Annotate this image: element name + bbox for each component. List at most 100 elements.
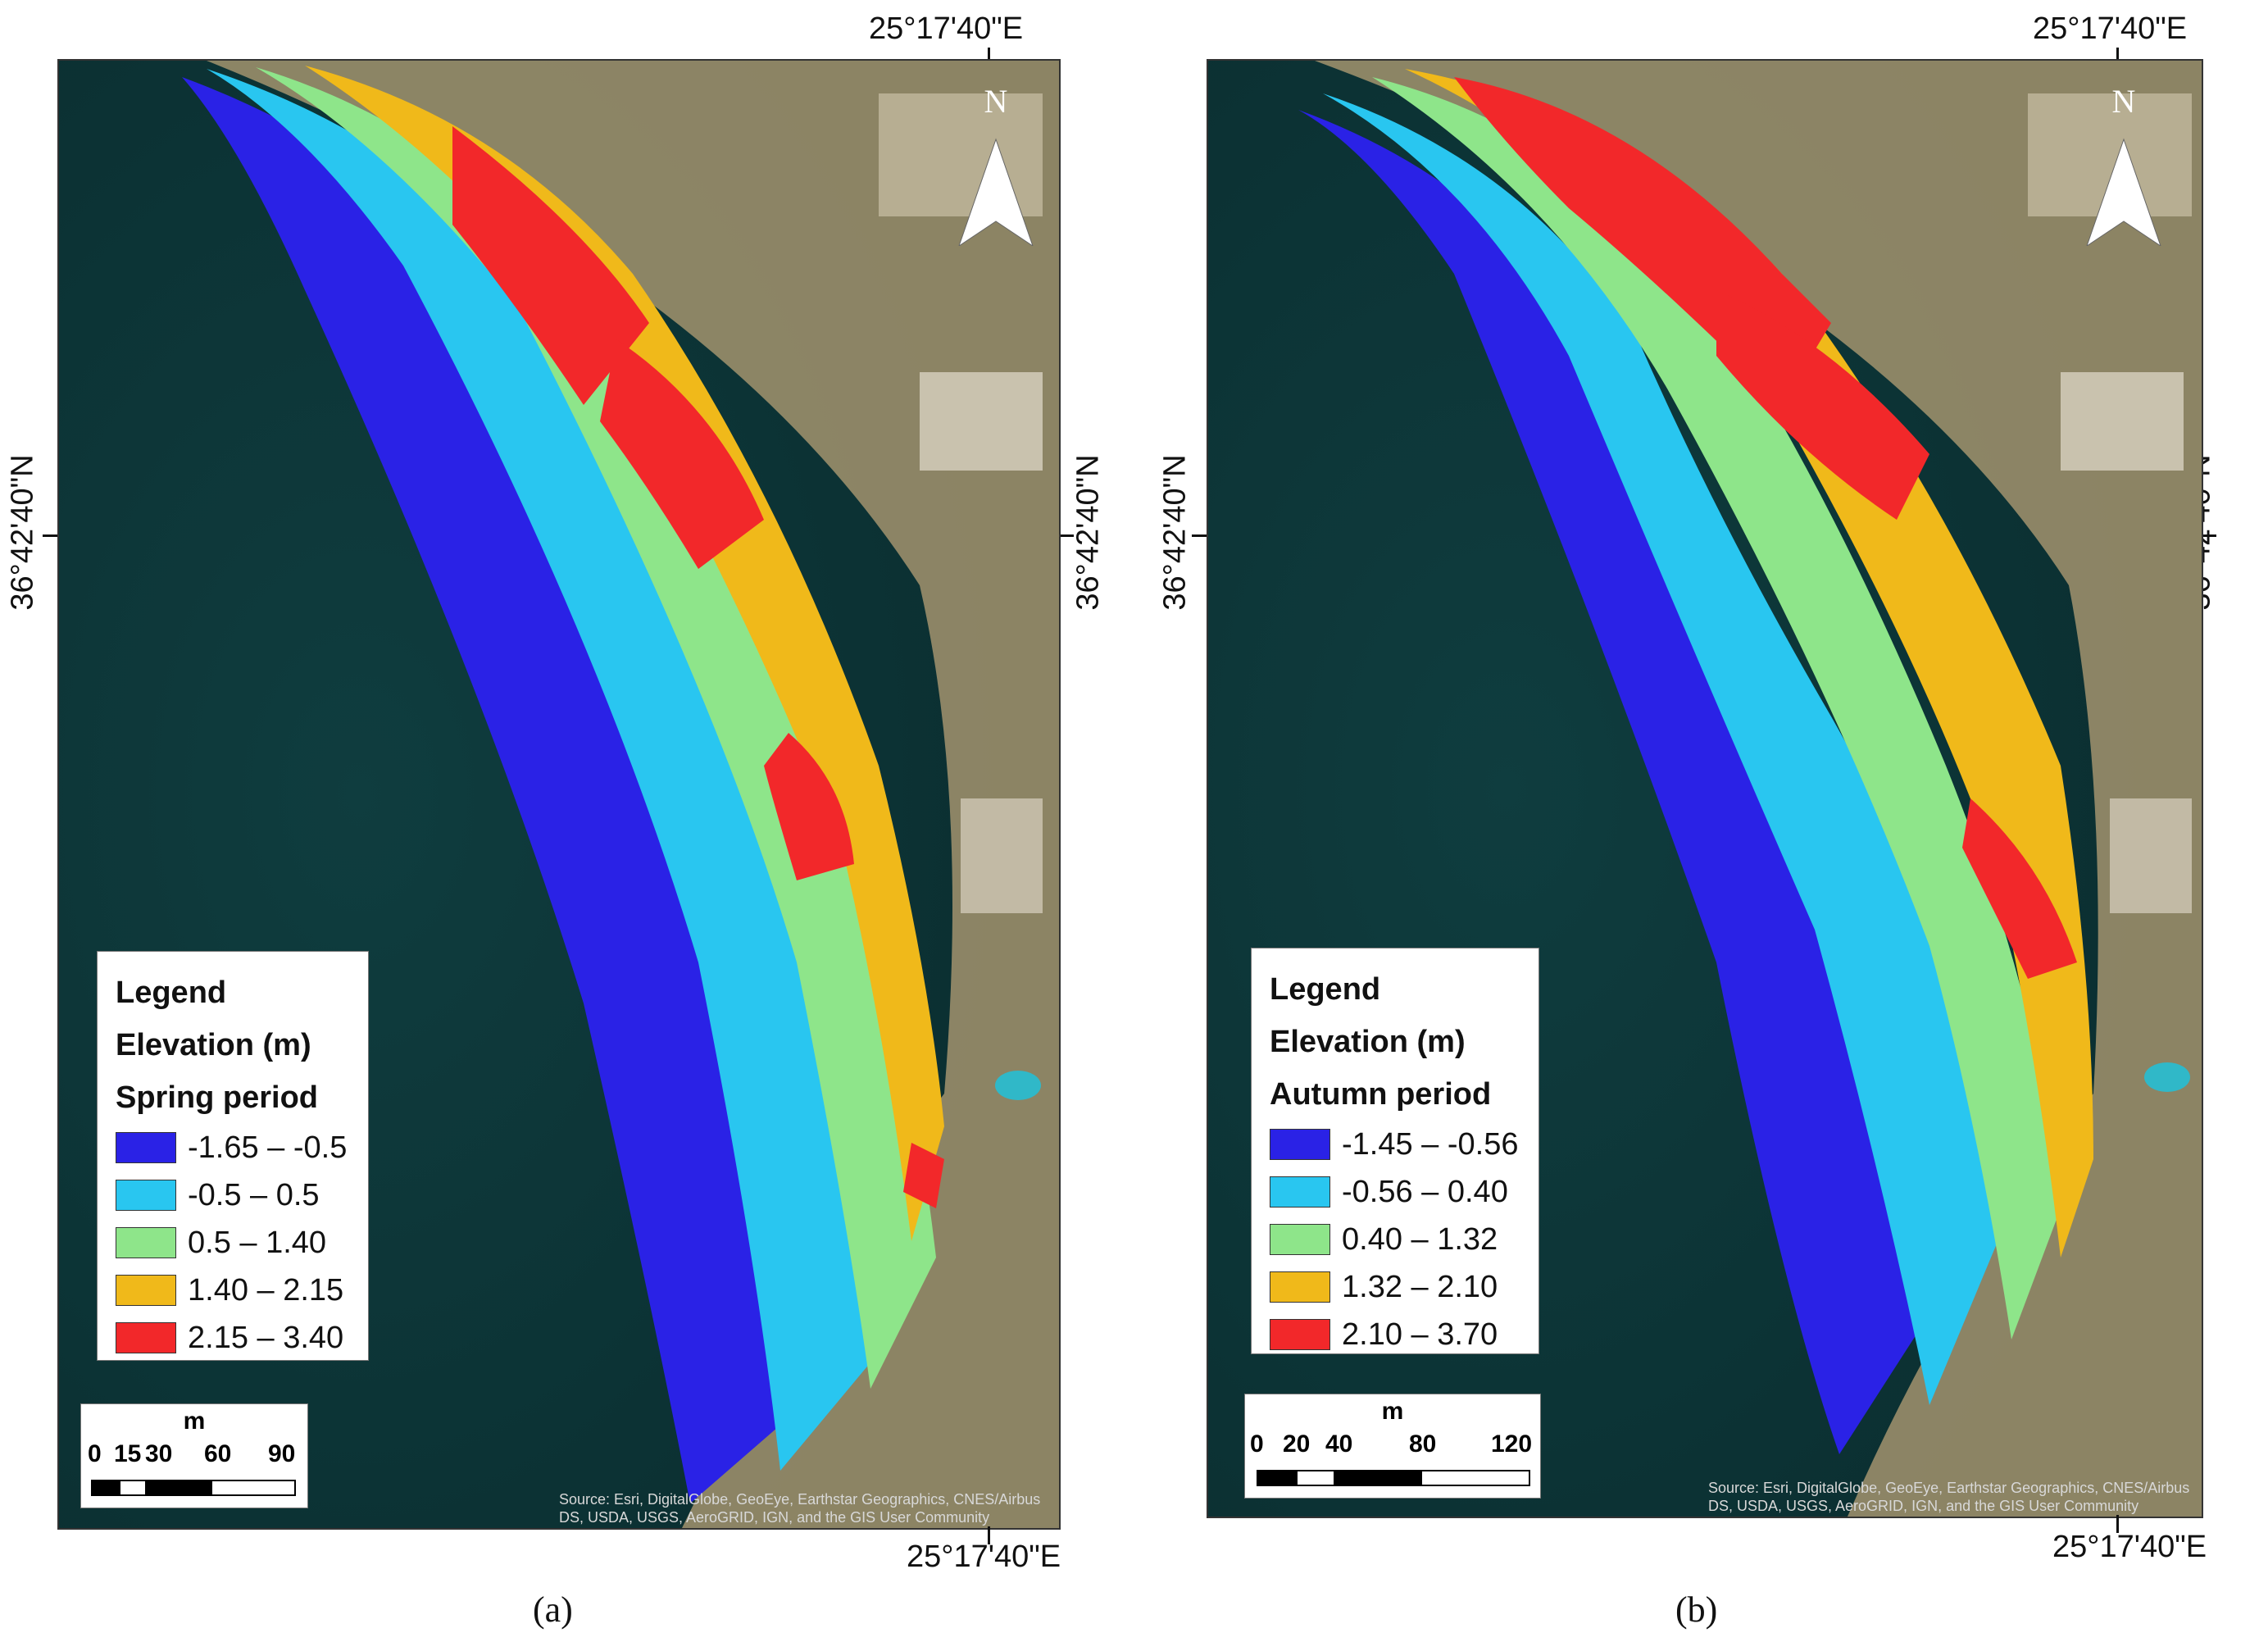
legend-row: -0.56 – 0.40 <box>1270 1168 1520 1216</box>
land <box>1315 61 2202 1517</box>
zone-deep <box>1298 110 1987 1454</box>
left-latitude-label: 36°42'40"N <box>5 454 40 611</box>
credit-line: Source: Esri, DigitalGlobe, GeoEye, Eart… <box>1708 1480 2190 1496</box>
legend-label: -0.5 – 0.5 <box>188 1177 320 1212</box>
left-latitude-label: 36°42'40"N <box>1157 454 1193 611</box>
elevation-map-a <box>59 61 1059 1528</box>
panel-caption-b: (b) <box>1675 1590 1718 1630</box>
scale-label: 30 <box>145 1440 173 1467</box>
right-latitude-label: 36°42'40"N <box>1070 454 1106 611</box>
scale-segment <box>1335 1470 1420 1486</box>
legend-label: 0.5 – 1.40 <box>188 1225 327 1260</box>
land <box>207 61 1059 1528</box>
zone-shallow <box>1323 93 2011 1405</box>
north-arrow-icon <box>2086 138 2161 248</box>
credit-line: DS, USDA, USGS, AeroGRID, IGN, and the G… <box>559 1509 990 1526</box>
legend-b: Legend Elevation (m) Autumn period -1.45… <box>1251 948 1539 1354</box>
credit-line: DS, USDA, USGS, AeroGRID, IGN, and the G… <box>1708 1498 2139 1514</box>
scale-bar-a: m 0 15 30 60 90 <box>80 1403 308 1508</box>
top-longitude-label: 25°17'40"E <box>2033 11 2188 46</box>
scale-segment <box>147 1480 211 1496</box>
scale-segment <box>119 1480 147 1496</box>
right-tick <box>1057 534 1074 537</box>
credit-line: Source: Esri, DigitalGlobe, GeoEye, Eart… <box>559 1491 1041 1508</box>
top-tick <box>2116 48 2119 66</box>
legend-row: -1.65 – -0.5 <box>116 1124 350 1171</box>
scale-label: 15 <box>114 1440 142 1467</box>
legend-row: -0.5 – 0.5 <box>116 1171 350 1219</box>
source-credit-b: Source: Esri, DigitalGlobe, GeoEye, Eart… <box>1708 1479 2189 1515</box>
building <box>2110 798 2192 913</box>
zone-high <box>452 126 649 405</box>
legend-row: 2.10 – 3.70 <box>1270 1311 1520 1358</box>
scale-segment <box>211 1480 296 1496</box>
scale-bar-b: m 0 20 40 80 120 <box>1244 1394 1541 1499</box>
left-tick <box>1192 534 1208 537</box>
scale-label: 90 <box>268 1440 296 1467</box>
scale-label: 80 <box>1409 1430 1437 1458</box>
scale-label: 40 <box>1325 1430 1353 1458</box>
swatch-4 <box>1270 1271 1330 1303</box>
scale-segment <box>1420 1470 1530 1486</box>
legend-period: Autumn period <box>1270 1077 1492 1112</box>
bottom-tick <box>988 1526 990 1544</box>
legend-subtitle: Elevation (m) <box>116 1028 311 1062</box>
legend-period: Spring period <box>116 1080 318 1115</box>
legend-row: 1.32 – 2.10 <box>1270 1263 1520 1311</box>
left-tick <box>43 534 59 537</box>
scale-label: 0 <box>1250 1430 1264 1458</box>
zone-high <box>600 339 764 569</box>
legend-label: 1.40 – 2.15 <box>188 1272 344 1308</box>
bottom-longitude-label: 25°17'40"E <box>2052 1530 2207 1564</box>
scale-segment <box>91 1480 119 1496</box>
scale-segment <box>1296 1470 1335 1486</box>
zone-deep <box>182 77 879 1503</box>
swatch-4 <box>116 1275 176 1306</box>
swatch-1 <box>116 1132 176 1163</box>
top-tick <box>988 48 990 66</box>
north-arrow: N <box>951 82 1041 248</box>
pool <box>2144 1062 2190 1092</box>
swatch-1 <box>1270 1129 1330 1160</box>
legend-label: 0.40 – 1.32 <box>1342 1221 1498 1257</box>
legend-row: 1.40 – 2.15 <box>116 1267 350 1314</box>
legend-title: Legend <box>1270 972 1381 1007</box>
legend-subtitle: Elevation (m) <box>1270 1025 1466 1059</box>
scale-segment <box>1257 1470 1296 1486</box>
zone-high <box>1962 798 2077 979</box>
scale-label: 0 <box>88 1440 102 1467</box>
legend-label: 2.15 – 3.40 <box>188 1320 344 1355</box>
north-label: N <box>2111 83 2136 120</box>
legend-row: 2.15 – 3.40 <box>116 1314 350 1362</box>
scale-label: 60 <box>204 1440 232 1467</box>
legend-a: Legend Elevation (m) Spring period -1.65… <box>97 951 369 1361</box>
map-frame-a <box>57 59 1061 1530</box>
panel-b: 25°17'40"E 36°42'40"N 36°42'40"N <box>1134 0 2268 1651</box>
zone-shallow <box>207 69 903 1471</box>
bottom-tick <box>2116 1515 2119 1533</box>
legend-row: 0.5 – 1.40 <box>116 1219 350 1267</box>
source-credit-a: Source: Esri, DigitalGlobe, GeoEye, Eart… <box>559 1490 1040 1526</box>
north-arrow-icon <box>958 138 1034 248</box>
scale-label: 120 <box>1491 1430 1533 1458</box>
building <box>920 372 1043 471</box>
legend-row: -1.45 – -0.56 <box>1270 1121 1520 1168</box>
swatch-2 <box>1270 1176 1330 1208</box>
legend-title: Legend <box>116 976 227 1010</box>
swatch-2 <box>116 1180 176 1211</box>
scale-unit: m <box>183 1408 206 1435</box>
bottom-longitude-label: 25°17'40"E <box>907 1540 1061 1574</box>
legend-label: -1.45 – -0.56 <box>1342 1126 1519 1162</box>
north-arrow: N <box>2079 82 2169 248</box>
legend-label: 2.10 – 3.70 <box>1342 1317 1498 1352</box>
legend-label: -0.56 – 0.40 <box>1342 1174 1508 1209</box>
swatch-5 <box>116 1322 176 1353</box>
zone-high <box>903 1143 944 1208</box>
zone-high <box>1716 290 1929 520</box>
scale-label: 20 <box>1283 1430 1311 1458</box>
swatch-5 <box>1270 1319 1330 1350</box>
zone-high <box>764 733 854 880</box>
legend-label: -1.65 – -0.5 <box>188 1130 348 1165</box>
legend-row: 0.40 – 1.32 <box>1270 1216 1520 1263</box>
scale-unit: m <box>1381 1398 1404 1425</box>
